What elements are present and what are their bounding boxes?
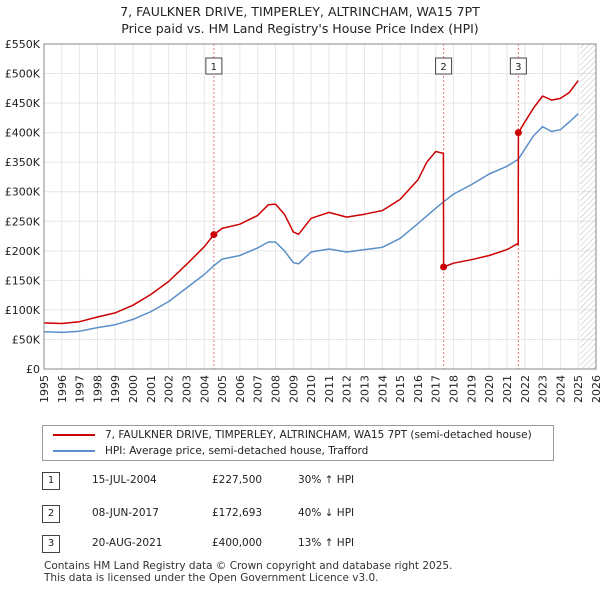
sale-point [210, 231, 218, 239]
sale-date: 15-JUL-2004 [92, 474, 157, 486]
x-tick-label: 2026 [590, 375, 600, 403]
legend-label-hpi: HPI: Average price, semi-detached house,… [105, 445, 369, 457]
legend-item-property: 7, FAULKNER DRIVE, TIMPERLEY, ALTRINCHAM… [53, 427, 532, 443]
future-hatch [579, 44, 596, 369]
x-tick-label: 2019 [465, 375, 478, 403]
sale-price: £400,000 [212, 537, 263, 549]
x-tick-label: 2021 [501, 375, 514, 403]
plot-frame [43, 43, 597, 370]
x-tick-label: 2004 [198, 375, 211, 403]
price-chart: 1 2 3 £0 £50K £100K £150K £200K £250K £300K £350K… [5, 38, 600, 403]
y-tick-label: £150K [5, 274, 41, 287]
hpi-line [43, 113, 579, 334]
sale-row: 2 08-JUN-2017 £172,693 40% ↓ HPI [42, 505, 562, 525]
sale-label-box [435, 57, 453, 75]
property-price-line [43, 80, 579, 325]
x-tick-label: 2015 [394, 375, 407, 403]
y-tick-label: £200K [5, 245, 41, 258]
title-line-1: 7, FAULKNER DRIVE, TIMPERLEY, ALTRINCHAM… [120, 4, 480, 19]
y-tick-label: £500K [5, 68, 41, 81]
x-tick-label: 2023 [537, 375, 550, 403]
x-tick-label: 2025 [572, 375, 585, 403]
sale-label-box [205, 57, 223, 75]
x-tick-label: 2008 [269, 375, 282, 403]
x-tick-label: 1995 [38, 375, 51, 403]
x-tick-label: 2011 [323, 375, 336, 403]
sale-label-number: 2 [440, 62, 446, 73]
sale-hpi-diff: 40% ↓ HPI [298, 507, 355, 519]
x-tick-label: 1996 [56, 375, 69, 403]
chart-title: 7, FAULKNER DRIVE, TIMPERLEY, ALTRINCHAM… [0, 3, 600, 37]
sale-number-badge: 3 [42, 535, 60, 553]
x-tick-label: 2017 [430, 375, 443, 403]
grid [43, 43, 597, 370]
x-tick-label: 2010 [305, 375, 318, 403]
y-tick-label: £300K [5, 186, 41, 199]
x-tick-label: 2003 [180, 375, 193, 403]
legend-swatch-property [53, 434, 95, 436]
x-tick-label: 2024 [554, 375, 567, 403]
x-tick-label: 2000 [127, 375, 140, 403]
y-tick-label: £350K [5, 156, 41, 169]
x-tick-label: 1997 [74, 375, 87, 403]
sale-point [440, 263, 448, 271]
y-tick-label: £50K [12, 333, 41, 346]
sale-number-badge: 1 [42, 472, 60, 490]
y-tick-label: £400K [5, 127, 41, 140]
x-tick-label: 2014 [376, 375, 389, 403]
y-tick-label: £0 [26, 363, 40, 376]
legend-swatch-hpi [53, 450, 95, 452]
sale-point [514, 129, 522, 137]
sale-date: 08-JUN-2017 [92, 507, 159, 519]
sale-label-box [509, 57, 527, 75]
y-tick-label: £450K [5, 97, 41, 110]
x-tick-label: 2007 [252, 375, 265, 403]
x-tick-label: 1999 [109, 375, 122, 403]
title-line-2: Price paid vs. HM Land Registry's House … [121, 21, 479, 36]
footer-line-2: This data is licensed under the Open Gov… [44, 572, 379, 584]
sale-hpi-diff: 13% ↑ HPI [298, 537, 355, 549]
sale-label-number: 3 [515, 62, 521, 73]
sale-row: 1 15-JUL-2004 £227,500 30% ↑ HPI [42, 472, 562, 492]
sale-hpi-diff: 30% ↑ HPI [298, 474, 355, 486]
x-tick-label: 2001 [145, 375, 158, 403]
sale-markers: 1 2 3 [205, 57, 527, 271]
x-tick-label: 2002 [163, 375, 176, 403]
axes: £0 £50K £100K £150K £200K £250K £300K £350K £400… [5, 38, 600, 403]
sale-price: £227,500 [212, 474, 263, 486]
sale-row: 3 20-AUG-2021 £400,000 13% ↑ HPI [42, 535, 562, 555]
y-tick-label: £550K [5, 38, 41, 51]
legend: 7, FAULKNER DRIVE, TIMPERLEY, ALTRINCHAM… [42, 425, 554, 461]
x-tick-label: 2005 [216, 375, 229, 403]
sale-label-number: 1 [211, 62, 217, 73]
future-hatch-area [579, 44, 596, 369]
y-tick-label: £250K [5, 215, 41, 228]
footer-line-1: Contains HM Land Registry data © Crown c… [44, 560, 453, 572]
sale-price: £172,693 [212, 507, 263, 519]
x-tick-label: 2012 [341, 375, 354, 403]
x-tick-label: 1998 [91, 375, 104, 403]
x-tick-label: 2016 [412, 375, 425, 403]
footer: Contains HM Land Registry data © Crown c… [44, 560, 452, 584]
series-lines [43, 80, 579, 334]
sale-date: 20-AUG-2021 [92, 537, 163, 549]
x-tick-label: 2022 [519, 375, 532, 403]
y-tick-label: £100K [5, 304, 41, 317]
plot-background [44, 44, 596, 369]
x-tick-label: 2006 [234, 375, 247, 403]
sale-number-badge: 2 [42, 505, 60, 523]
x-tick-label: 2018 [448, 375, 461, 403]
x-tick-label: 2009 [287, 375, 300, 403]
x-tick-label: 2013 [359, 375, 372, 403]
legend-item-hpi: HPI: Average price, semi-detached house,… [53, 443, 368, 459]
legend-label-property: 7, FAULKNER DRIVE, TIMPERLEY, ALTRINCHAM… [105, 429, 532, 441]
x-tick-label: 2020 [483, 375, 496, 403]
